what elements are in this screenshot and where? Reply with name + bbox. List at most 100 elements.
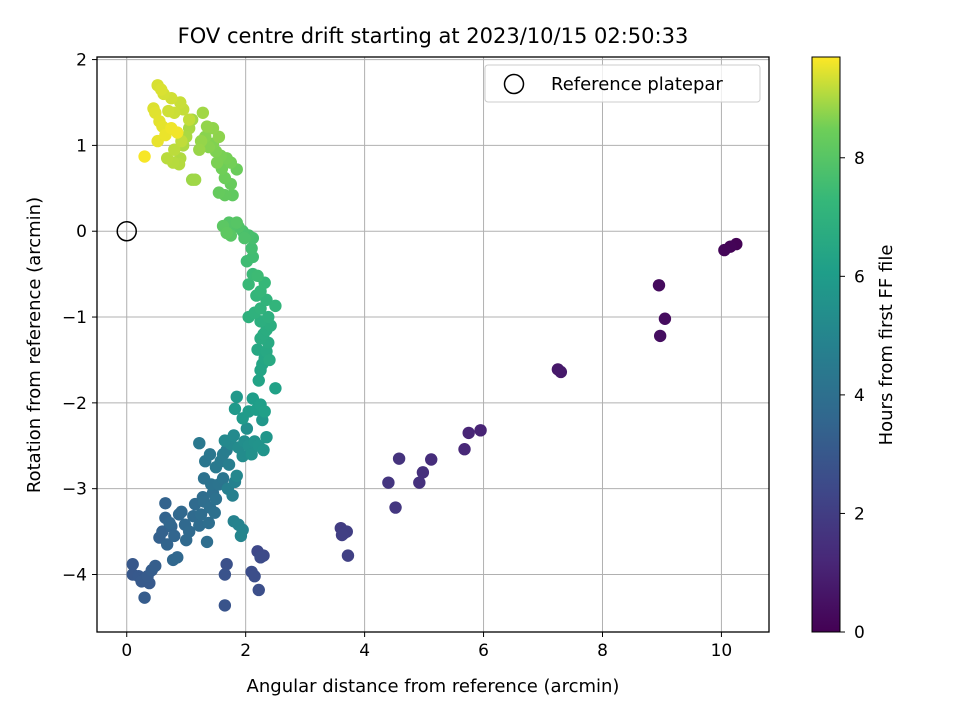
y-tick-label: 0 (76, 222, 87, 242)
data-point (245, 242, 258, 255)
chart-title: FOV centre drift starting at 2023/10/15 … (178, 24, 689, 48)
data-point (389, 501, 402, 514)
data-point (193, 519, 206, 532)
y-tick-label: −4 (62, 566, 87, 586)
data-point (228, 402, 242, 416)
data-point (138, 150, 151, 163)
x-axis-label: Angular distance from reference (arcmin) (247, 676, 620, 697)
data-point (196, 106, 210, 119)
colorbar-tick-label: 2 (854, 504, 865, 524)
legend-entry-reference: Reference platepar (551, 74, 723, 95)
data-point (254, 551, 267, 564)
data-point (163, 516, 176, 530)
y-tick-label: 1 (76, 136, 87, 156)
data-point (227, 429, 240, 442)
reference-point (116, 220, 137, 242)
x-tick-label: 2 (240, 641, 251, 661)
data-point (126, 558, 139, 571)
data-point (168, 529, 181, 543)
y-axis-label: Rotation from reference (arcmin) (24, 197, 45, 493)
data-point (188, 173, 202, 186)
data-point (193, 143, 206, 156)
data-point (220, 558, 233, 571)
data-point (416, 466, 430, 479)
colorbar-tick-label: 4 (854, 386, 865, 406)
data-point (155, 83, 168, 96)
data-point (220, 226, 233, 240)
colorbar-tick-label: 0 (854, 623, 865, 643)
data-point (216, 472, 230, 485)
data-point (425, 453, 438, 466)
data-point (269, 299, 282, 313)
data-point (240, 422, 254, 435)
data-point (193, 436, 206, 450)
data-point (262, 310, 275, 324)
data-point (658, 312, 672, 325)
data-point (248, 570, 261, 583)
data-point (218, 599, 232, 612)
data-point (160, 152, 174, 165)
data-point (162, 104, 175, 118)
colorbar-label: Hours from first FF file (876, 245, 897, 446)
data-point (257, 443, 270, 457)
x-tick-label: 0 (121, 641, 132, 661)
data-point (260, 430, 273, 444)
colorbar-gradient (811, 56, 841, 633)
data-point (218, 568, 232, 581)
data-point (200, 535, 214, 549)
data-point (554, 365, 568, 379)
x-axis-ticks: 0 2 4 6 8 10 (121, 632, 732, 661)
data-point (242, 278, 255, 291)
data-point (652, 279, 666, 292)
data-point (230, 469, 243, 483)
data-point (171, 126, 184, 139)
y-tick-label: −1 (62, 308, 87, 328)
data-point (234, 529, 248, 543)
data-point (175, 505, 188, 519)
data-point (392, 452, 406, 465)
colorbar: 0 2 4 6 8 Hours from first FF file (811, 56, 897, 643)
data-point (413, 476, 426, 489)
data-point (226, 489, 239, 502)
x-tick-label: 8 (597, 641, 608, 661)
colorbar-tick-label: 6 (854, 267, 865, 287)
data-point (653, 329, 667, 343)
colorbar-ticks: 0 2 4 6 8 (840, 149, 865, 643)
x-tick-label: 6 (478, 641, 489, 661)
data-point (230, 216, 243, 229)
data-point (138, 591, 151, 604)
data-point (458, 443, 471, 456)
data-point (182, 525, 196, 538)
legend-circle-icon (503, 73, 525, 95)
data-point (222, 458, 236, 471)
data-point (171, 551, 184, 564)
data-point (335, 528, 349, 542)
data-point (269, 382, 282, 395)
data-point (341, 549, 355, 562)
data-point (160, 538, 174, 551)
plot-frame (96, 56, 770, 633)
data-point (718, 243, 731, 257)
data-point (258, 405, 271, 418)
data-point (159, 497, 172, 510)
data-point (252, 583, 265, 597)
legend: Reference platepar (484, 64, 761, 103)
data-point (462, 426, 475, 440)
data-point (212, 186, 226, 199)
data-point (252, 374, 265, 387)
x-tick-label: 10 (711, 641, 733, 661)
data-point (149, 559, 162, 573)
data-point (208, 506, 221, 519)
data-point (182, 113, 196, 126)
y-axis-ticks: −4 −3 −2 −1 0 1 2 (62, 51, 97, 586)
data-point (203, 448, 217, 461)
data-point (382, 476, 395, 489)
y-tick-label: −2 (62, 394, 87, 414)
reference-marker (116, 220, 137, 242)
data-point (218, 171, 232, 185)
data-point (194, 508, 208, 521)
data-point (263, 353, 276, 367)
data-point (168, 143, 181, 156)
data-point (245, 448, 258, 461)
